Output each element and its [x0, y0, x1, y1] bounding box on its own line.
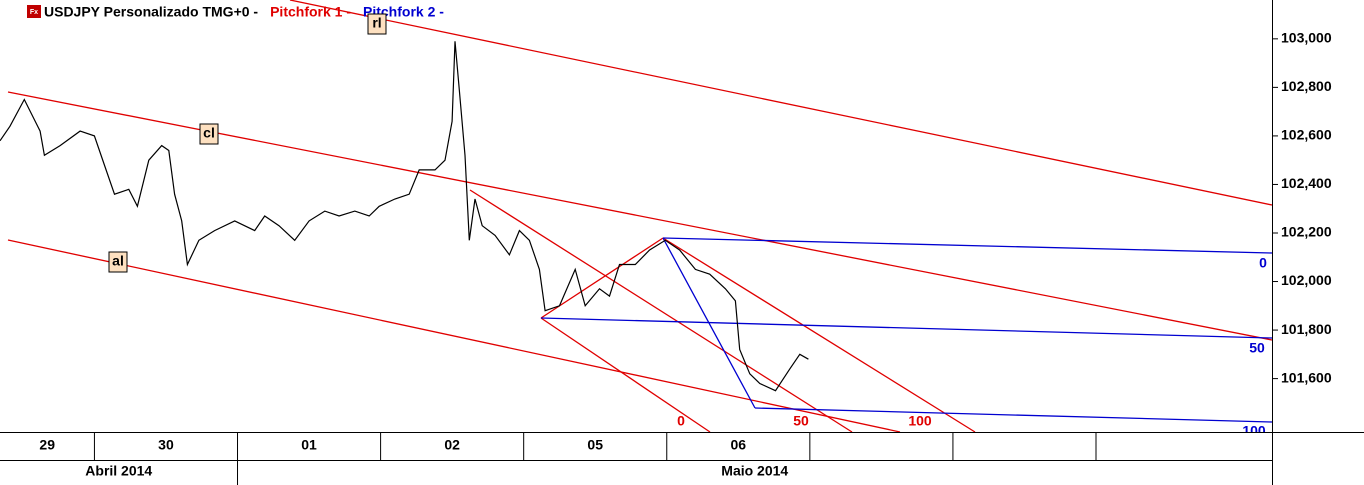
label-text: al: [112, 253, 124, 269]
y-tick-label: 101,800: [1281, 321, 1332, 337]
pitchfork-line: [7, 91, 1273, 341]
y-tick-label: 102,400: [1281, 175, 1332, 191]
axis-band: [1200, 433, 1272, 460]
level-label: 50: [793, 413, 809, 429]
x-tick-label: 06: [731, 437, 747, 453]
label-text: cl: [203, 125, 215, 141]
level-label: 0: [677, 413, 685, 429]
y-tick-label: 102,600: [1281, 127, 1332, 143]
pitchfork-line: [662, 237, 976, 433]
pitchfork-line: [540, 237, 664, 319]
price-line: [0, 41, 809, 392]
icon-text: Fx: [30, 9, 38, 16]
level-label: 0: [1259, 255, 1267, 271]
pitchforks: [7, 0, 1273, 433]
pitchfork-line: [540, 317, 711, 433]
line-label: al: [108, 251, 128, 273]
x-tick-label: 02: [444, 437, 460, 453]
pitchfork-line: [662, 237, 756, 409]
x-tick-label: 29: [39, 437, 55, 453]
level-label: 50: [1249, 340, 1265, 356]
subtitle: Pitchfork 1 -: [270, 4, 351, 20]
label-box: [108, 251, 128, 273]
label-box: [199, 123, 219, 145]
x-tick-label: 05: [587, 437, 603, 453]
pitchfork-line: [754, 407, 1273, 423]
label-text: rl: [372, 15, 381, 31]
pitchfork-line: [469, 189, 853, 433]
pitchfork-line: [289, 0, 1273, 206]
y-tick-label: 103,000: [1281, 30, 1332, 46]
y-tick-label: 102,800: [1281, 78, 1332, 94]
icon: [27, 5, 41, 18]
pitchfork-line: [540, 317, 1273, 339]
y-tick-label: 102,000: [1281, 272, 1332, 288]
month-label: Abril 2014: [85, 463, 152, 479]
label-box: [367, 13, 387, 35]
pitchfork-line: [662, 237, 1273, 254]
y-tick-label: 102,200: [1281, 224, 1332, 240]
level-label: 100: [908, 413, 932, 429]
chart-title: USDJPY Personalizado TMG+0 -: [44, 4, 258, 20]
line-label: rl: [367, 13, 387, 35]
month-label: Maio 2014: [721, 463, 788, 479]
x-tick-label: 30: [158, 437, 174, 453]
line-label: cl: [199, 123, 219, 145]
x-tick-label: 01: [301, 437, 317, 453]
y-tick-label: 101,600: [1281, 369, 1332, 385]
